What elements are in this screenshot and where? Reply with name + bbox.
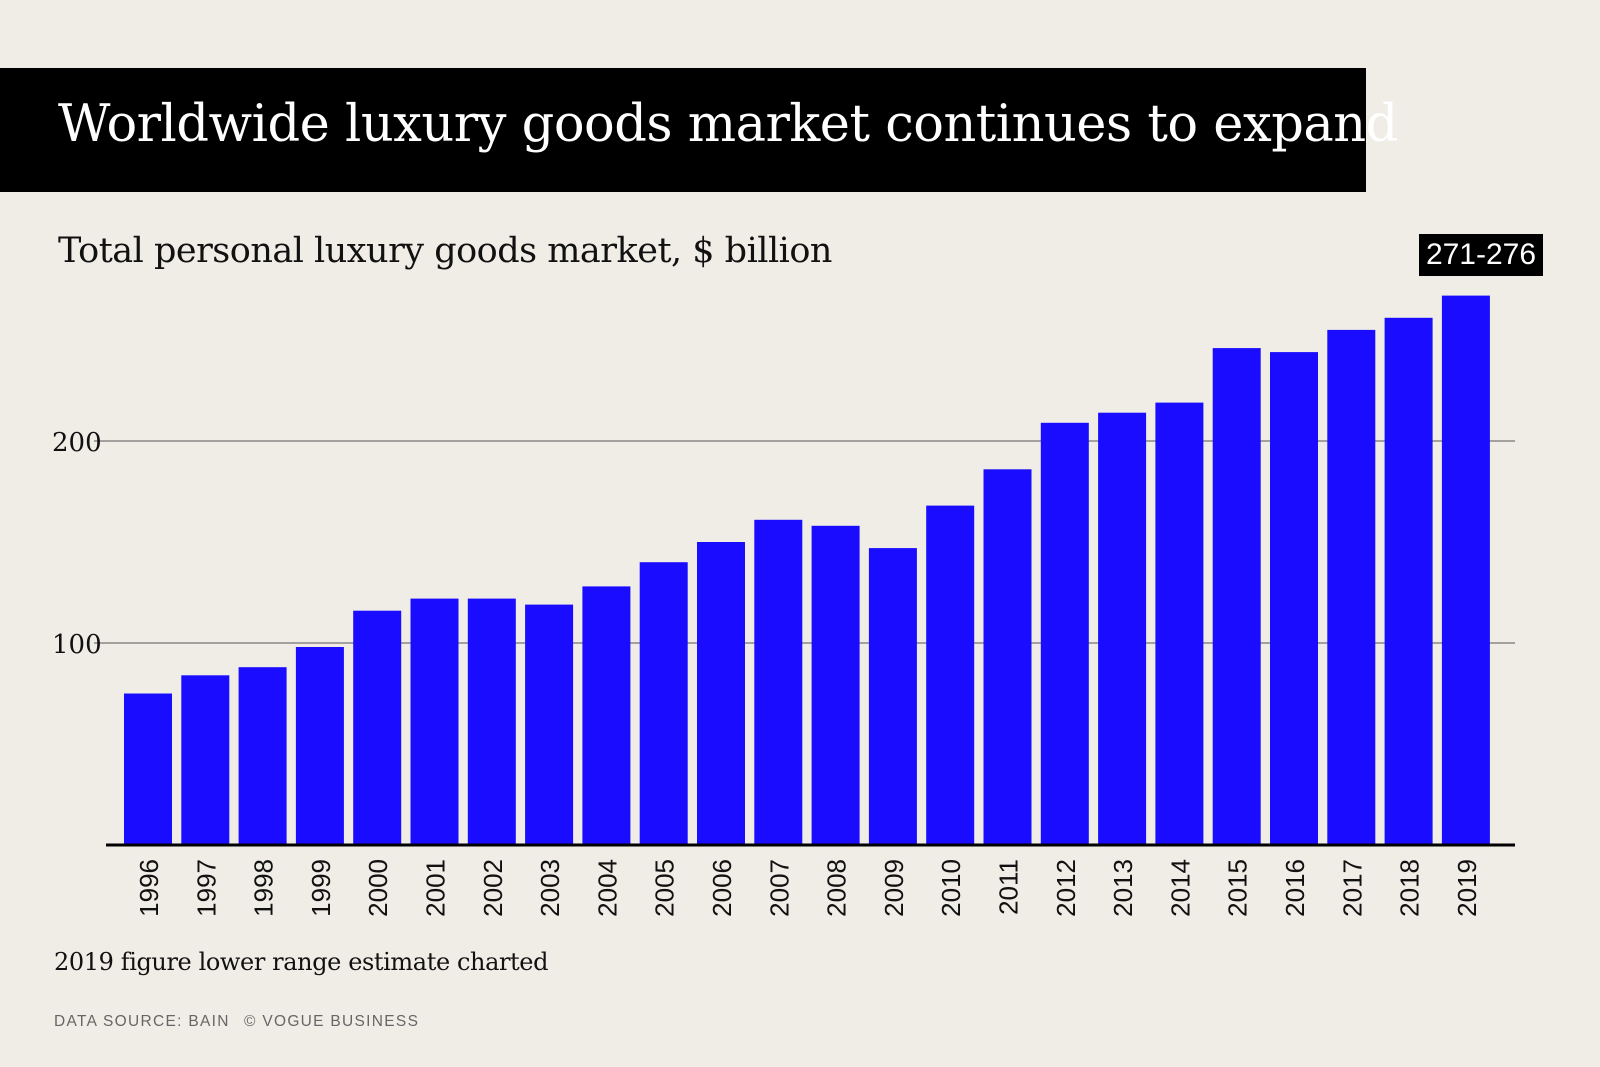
y-tick-label: 100 <box>52 630 102 660</box>
x-tick-label: 2014 <box>1165 859 1195 917</box>
bar-2007 <box>754 519 803 845</box>
x-tick-label: 2011 <box>994 859 1024 915</box>
x-tick-label: 2006 <box>707 859 737 917</box>
x-tick-label: 2012 <box>1051 859 1081 917</box>
bar-2015 <box>1212 348 1261 845</box>
x-tick-label: 2001 <box>421 859 451 917</box>
x-tick-label: 2010 <box>936 859 966 917</box>
bar-2019 <box>1441 295 1490 846</box>
x-tick-label: 1996 <box>134 859 164 917</box>
x-tick-label: 2003 <box>535 859 565 917</box>
bar-2016 <box>1270 352 1318 845</box>
bar-2011 <box>983 469 1032 845</box>
copyright: © VOGUE BUSINESS <box>244 1013 420 1030</box>
x-tick-labels: 1996 1997 1998 1999 2000 2001 2002 2003 2004 2005… <box>134 859 1482 917</box>
x-tick-label: 1997 <box>191 859 221 917</box>
bar-2002 <box>467 598 516 845</box>
bar-2009 <box>868 548 917 845</box>
x-tick-label: 2005 <box>650 859 680 917</box>
x-tick-label: 2018 <box>1395 859 1425 917</box>
x-tick-label: 1998 <box>249 859 279 917</box>
x-tick-label: 2000 <box>363 859 393 917</box>
bar-2005 <box>639 562 688 845</box>
bar-1996 <box>124 693 172 845</box>
x-tick-label: 2009 <box>879 859 909 917</box>
chart-subtitle: Total personal luxury goods market, $ bi… <box>58 231 832 271</box>
y-tick-labels: 100 200 <box>52 428 102 660</box>
bar-2004 <box>582 586 631 845</box>
x-tick-label: 2007 <box>764 859 794 917</box>
x-tick-label: 2019 <box>1452 859 1482 917</box>
data-source: DATA SOURCE: BAIN <box>54 1013 230 1030</box>
bar-2012 <box>1040 422 1089 845</box>
footnote: 2019 figure lower range estimate charted <box>54 948 549 976</box>
value-callout-2019: 271-276 <box>1419 234 1543 276</box>
bar-2018 <box>1384 317 1433 845</box>
bar-2014 <box>1155 402 1204 845</box>
bar-2000 <box>353 610 402 845</box>
bars <box>124 295 1490 846</box>
bar-1998 <box>238 667 287 845</box>
bar-2008 <box>811 525 860 845</box>
bar-2010 <box>926 505 975 845</box>
bar-1999 <box>295 647 344 845</box>
x-tick-label: 2002 <box>478 859 508 917</box>
title-banner <box>0 68 1366 192</box>
x-tick-label: 2008 <box>822 859 852 917</box>
bar-2006 <box>697 542 745 845</box>
y-tick-label: 200 <box>52 428 102 458</box>
bar-2017 <box>1327 329 1376 845</box>
x-tick-label: 2013 <box>1108 859 1138 917</box>
x-tick-label: 2015 <box>1223 859 1253 917</box>
x-tick-label: 2017 <box>1337 859 1367 917</box>
bar-2003 <box>525 604 574 845</box>
x-tick-label: 2004 <box>592 859 622 917</box>
bar-2013 <box>1098 412 1147 845</box>
bar-2001 <box>410 598 459 845</box>
bar-1997 <box>181 675 230 845</box>
x-tick-label: 1999 <box>306 859 336 917</box>
chart-title: Worldwide luxury goods market continues … <box>58 95 1398 154</box>
x-tick-label: 2016 <box>1280 859 1310 917</box>
